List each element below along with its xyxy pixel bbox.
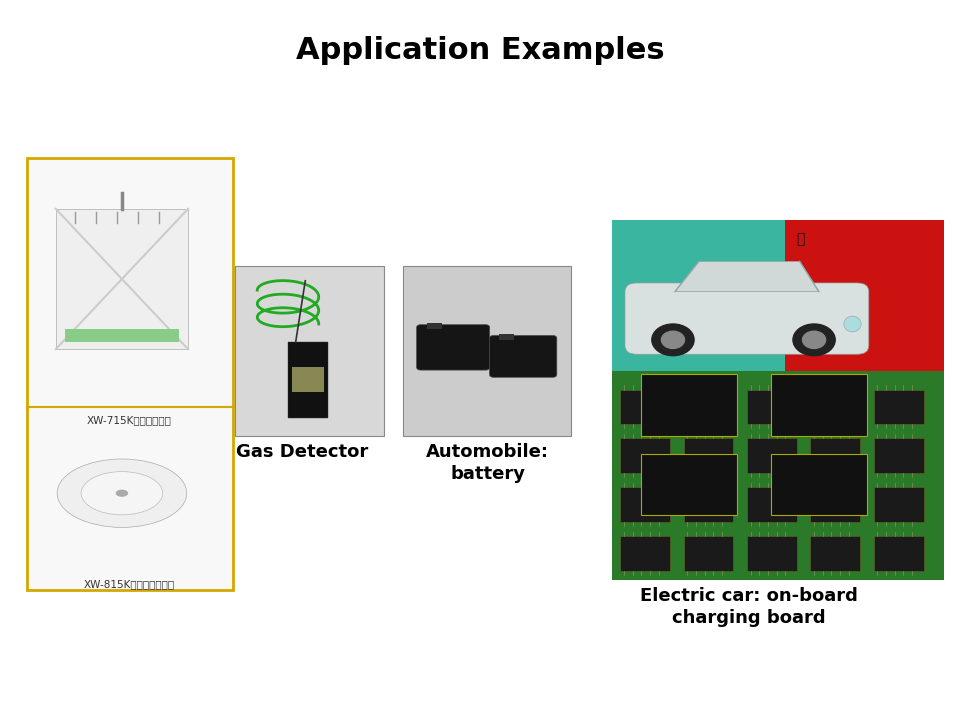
Bar [684, 536, 733, 571]
Circle shape [803, 331, 826, 348]
Bar [874, 390, 924, 424]
FancyBboxPatch shape [490, 336, 557, 377]
Bar [288, 342, 328, 418]
Text: Electric car: on-board
charging board: Electric car: on-board charging board [640, 587, 857, 627]
Text: Gas Detector: Gas Detector [236, 443, 369, 461]
Bar [235, 266, 384, 436]
Bar [56, 209, 188, 349]
Bar [810, 438, 860, 473]
Bar [684, 438, 733, 473]
Bar [403, 266, 571, 436]
Bar [684, 487, 733, 522]
Bar [747, 438, 797, 473]
Bar [620, 487, 670, 522]
Bar [771, 454, 867, 515]
Bar [641, 454, 737, 515]
Bar [684, 390, 733, 424]
FancyBboxPatch shape [27, 158, 233, 590]
Bar [874, 536, 924, 571]
Text: 牌: 牌 [796, 233, 804, 246]
Bar [771, 374, 867, 436]
Ellipse shape [57, 459, 187, 528]
Bar [810, 536, 860, 571]
Bar [810, 390, 860, 424]
Bar [292, 367, 324, 392]
Bar [612, 220, 944, 371]
Circle shape [661, 331, 684, 348]
Bar [620, 438, 670, 473]
Circle shape [652, 324, 694, 356]
Bar [747, 536, 797, 571]
FancyBboxPatch shape [625, 283, 869, 354]
Bar [810, 487, 860, 522]
Bar [612, 220, 944, 580]
Ellipse shape [844, 316, 861, 332]
Bar [641, 374, 737, 436]
Bar [427, 323, 442, 329]
Bar [499, 334, 514, 340]
Text: Application Examples: Application Examples [296, 36, 664, 65]
Bar [784, 220, 944, 371]
Text: XW-815K（天井取付型）: XW-815K（天井取付型） [84, 580, 175, 590]
Text: XW-715K（壁取付型）: XW-715K（壁取付型） [87, 415, 172, 425]
Bar [747, 487, 797, 522]
Circle shape [793, 324, 835, 356]
Bar [874, 438, 924, 473]
Bar [874, 487, 924, 522]
Bar [747, 390, 797, 424]
Text: Automobile:
battery: Automobile: battery [426, 443, 549, 483]
Bar [620, 536, 670, 571]
FancyBboxPatch shape [417, 325, 490, 370]
Ellipse shape [81, 472, 162, 515]
Ellipse shape [116, 490, 129, 497]
Polygon shape [675, 261, 819, 292]
Bar [620, 390, 670, 424]
Bar [65, 329, 179, 342]
